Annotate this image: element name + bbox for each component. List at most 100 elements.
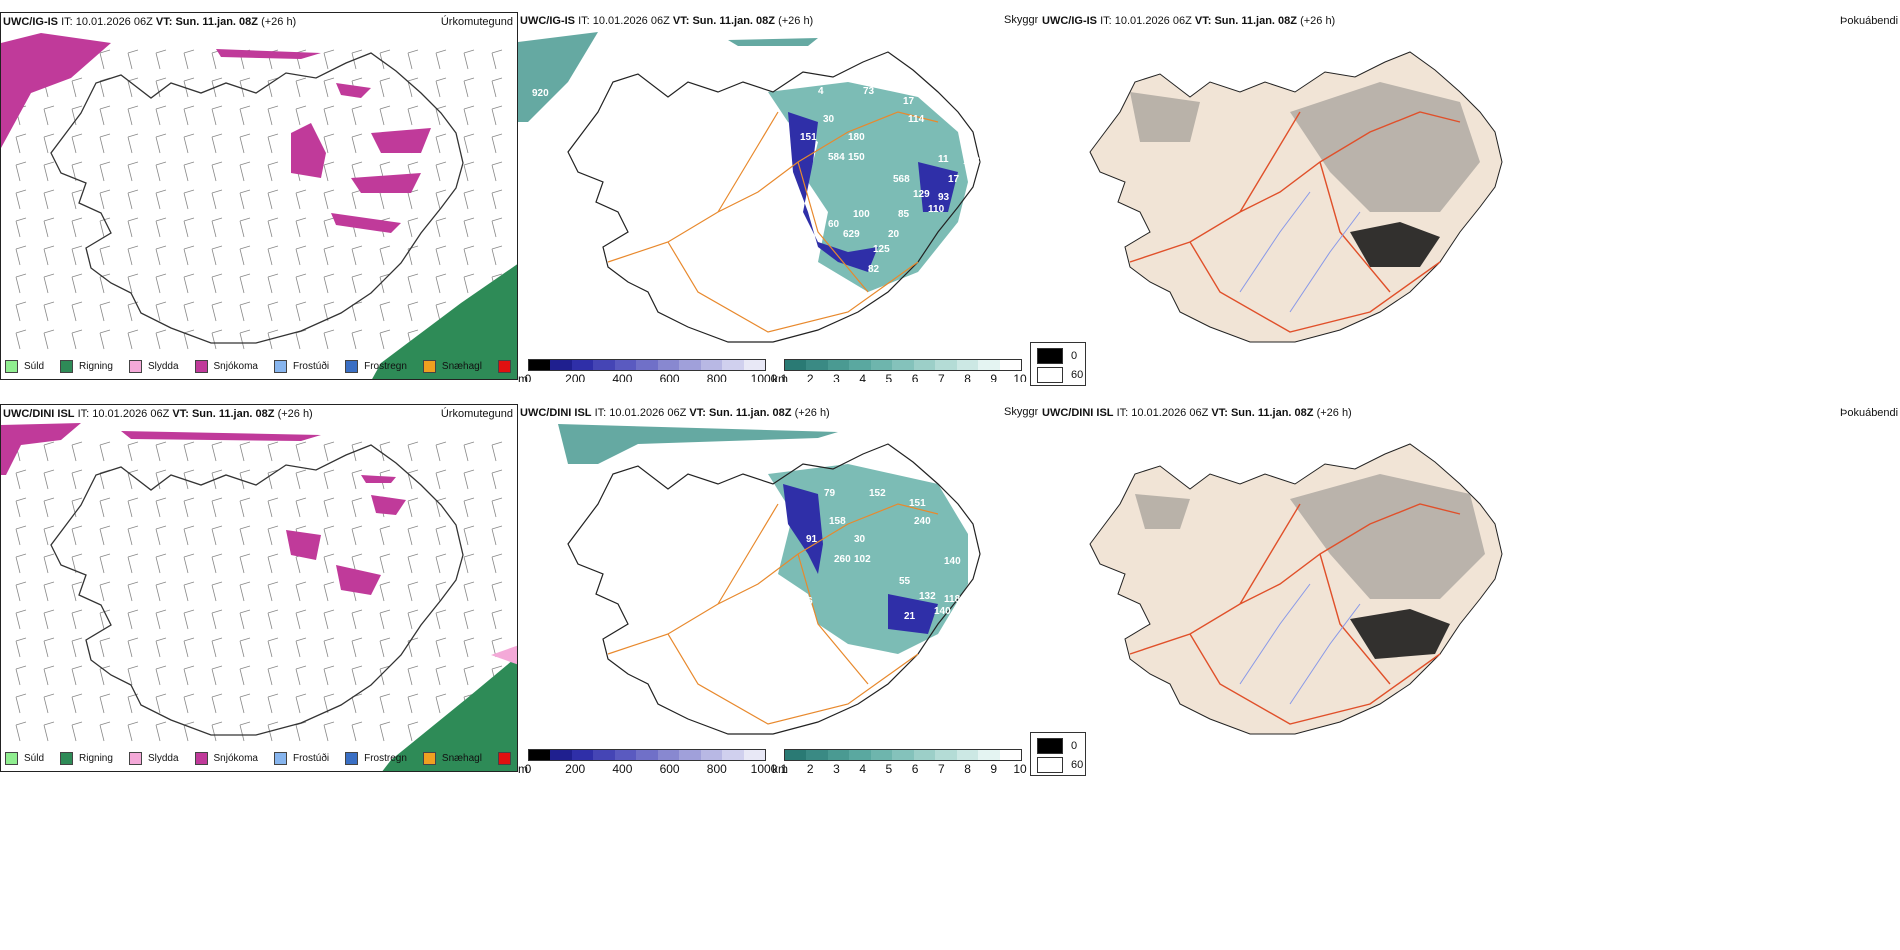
wind-barb — [183, 329, 195, 350]
panel-name: Skyggni — [1004, 14, 1038, 26]
colorbar-tick: 400 — [612, 762, 633, 774]
wind-barb — [127, 497, 139, 518]
legend-label: Snjókoma — [213, 360, 258, 372]
wind-barb — [43, 189, 55, 210]
visibility-fill — [768, 82, 968, 292]
visibility-value-label: 260 — [834, 554, 851, 565]
wind-barb — [211, 105, 223, 126]
visibility-value-label: 114 — [908, 114, 925, 125]
wind-barb — [15, 609, 27, 630]
iceland-coastline — [567, 51, 981, 343]
visibility-value-label: 140 — [934, 606, 951, 617]
wind-barb — [463, 217, 475, 238]
wind-barb — [99, 553, 111, 574]
wind-barb — [15, 245, 27, 266]
visibility-value-label: 97 — [538, 490, 550, 501]
colorbar-tick: 1000 — [750, 762, 778, 774]
wind-barb — [71, 329, 83, 350]
wind-barb — [267, 665, 279, 686]
wind-barb — [407, 301, 419, 322]
wind-barb — [15, 553, 27, 574]
colorbar-segment — [892, 750, 914, 760]
wind-barb — [183, 301, 195, 322]
colorbar-tick: 1 — [780, 762, 788, 774]
visibility-fill — [558, 424, 838, 464]
wind-barb — [463, 245, 475, 266]
wind-barb — [295, 217, 307, 238]
wind-barb — [71, 105, 83, 126]
wind-barb — [127, 609, 139, 630]
wind-barb — [127, 217, 139, 238]
visibility-value-label: 4 — [818, 86, 824, 97]
wind-barb — [71, 245, 83, 266]
wind-barb — [155, 77, 167, 98]
colorbar-tick: 5 — [885, 762, 893, 774]
wind-barb — [351, 609, 363, 630]
sleet-area — [491, 645, 517, 665]
wind-barb — [295, 469, 307, 490]
wind-barb — [183, 497, 195, 518]
colorbar-segment — [913, 750, 936, 760]
wind-barb — [183, 469, 195, 490]
wind-barb — [155, 161, 167, 182]
wind-barb — [351, 441, 363, 462]
colorbar-tick: 800 — [706, 372, 727, 382]
legend-item: Frostregn — [345, 751, 407, 765]
legend-swatch — [497, 751, 511, 765]
fog-tick: 60 — [1071, 759, 1084, 771]
wind-barb — [267, 189, 279, 210]
wind-barb — [491, 49, 503, 70]
legend-item: Frostúði — [273, 751, 329, 765]
colorbar-segment — [806, 360, 828, 370]
legend-item: Snjókoma — [194, 359, 258, 373]
legend-swatch — [273, 751, 287, 765]
cloud-base-fill — [783, 484, 823, 574]
wind-barb — [71, 525, 83, 546]
colorbar-segment — [550, 360, 572, 370]
wind-barb — [211, 693, 223, 714]
wind-barb — [491, 245, 503, 266]
wind-barb — [211, 609, 223, 630]
wind-barb — [435, 105, 447, 126]
wind-barb — [183, 189, 195, 210]
visibility-value-label: 132 — [919, 591, 936, 602]
wind-barb — [491, 553, 503, 574]
wind-barb — [183, 105, 195, 126]
colorbar-segment — [785, 360, 807, 370]
colorbar-tick: 6 — [911, 372, 919, 382]
wind-barb — [183, 133, 195, 154]
wind-barb — [407, 665, 419, 686]
legend-label: Snæhagl — [441, 360, 482, 372]
snow-patch — [216, 49, 321, 59]
visibility-value-label: 10 — [786, 606, 798, 617]
wind-barb — [127, 721, 139, 742]
visibility-value-label: 30 — [854, 534, 866, 545]
visibility-value-label: 100 — [853, 209, 870, 220]
wind-barb — [127, 77, 139, 98]
wind-barb — [351, 469, 363, 490]
wind-barb — [491, 161, 503, 182]
wind-barb — [155, 553, 167, 574]
iceland-coastline — [50, 444, 464, 736]
colorbar-tick: 2 — [806, 372, 814, 382]
wind-barb — [155, 581, 167, 602]
wind-barb — [267, 637, 279, 658]
visibility-value-label: 17 — [948, 174, 960, 185]
wind-barb — [71, 637, 83, 658]
colorbar-tick: 9 — [990, 762, 998, 774]
colorbar-segment — [806, 750, 828, 760]
colorbar-segment — [870, 750, 893, 760]
visibility-value-label: 568 — [893, 174, 910, 185]
colorbar-segment — [743, 750, 765, 760]
wind-barb — [491, 609, 503, 630]
wind-barb — [155, 441, 167, 462]
wind-barb — [239, 581, 251, 602]
colorbar-tick: 200 — [565, 372, 586, 382]
wind-barb — [323, 273, 335, 294]
wind-barb — [183, 77, 195, 98]
wind-barb — [239, 273, 251, 294]
wind-barb — [99, 329, 111, 350]
wind-barb — [71, 77, 83, 98]
visibility-value-label: 920 — [532, 88, 549, 99]
fog-swatch — [1037, 348, 1063, 364]
